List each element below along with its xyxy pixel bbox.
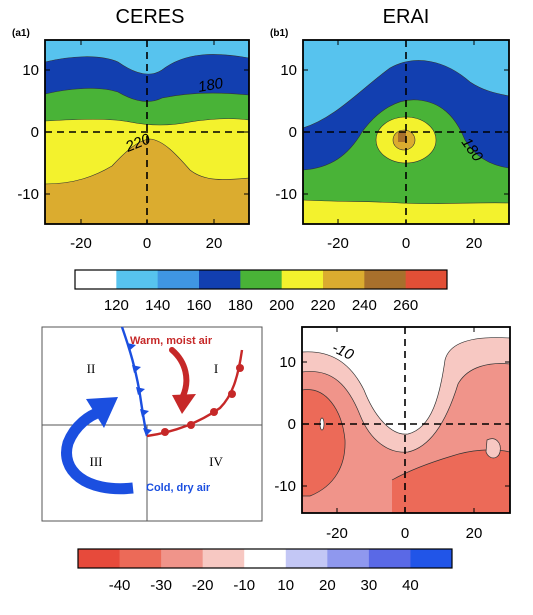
- c-xtick-0: 0: [401, 525, 409, 542]
- colorbar-top-swatch-0: [75, 270, 117, 289]
- panel-c: -10 -20 0 20 10 0 -10: [274, 326, 511, 542]
- colorbar-bottom-swatch-4: [244, 549, 287, 568]
- panel-c-contours: [302, 327, 510, 513]
- quadrant-label-i: I: [214, 361, 218, 376]
- diff-band-neg30: [302, 389, 346, 496]
- colorbar-top-label-1: 140: [145, 297, 170, 314]
- a1-xtick-neg20: -20: [70, 235, 92, 252]
- colorbar-bottom-swatch-2: [161, 549, 204, 568]
- colorbar-top-swatch-3: [199, 270, 241, 289]
- panel-a1-title: CERES: [116, 6, 185, 28]
- diff-band-neg30-east: [392, 449, 510, 513]
- c-ytick-10: 10: [279, 354, 296, 371]
- colorbar-top-label-2: 160: [186, 297, 211, 314]
- panel-c-frame: [301, 326, 511, 514]
- quadrant-label-iii: III: [90, 454, 103, 469]
- schematic-diagram: II I III IV Warm, moist air Cold, dry ai…: [41, 326, 263, 522]
- b1-xtick-0: 0: [402, 235, 410, 252]
- a1-xtick-20: 20: [206, 235, 223, 252]
- panel-b1-title: ERAI: [383, 6, 430, 28]
- a1-ytick-10: 10: [22, 62, 39, 79]
- quadrant-label-iv: IV: [209, 454, 223, 469]
- colorbar-bottom-swatch-8: [410, 549, 453, 568]
- c-xtick-neg20: -20: [326, 525, 348, 542]
- colorbar-bottom: -40 -30 -20 -10 10 20 30 40: [77, 548, 453, 594]
- panel-b1-contours: [303, 40, 509, 224]
- colorbar-top-swatch-7: [364, 270, 407, 289]
- panel-a1-label: (a1): [12, 28, 30, 39]
- a1-ytick-neg10: -10: [17, 186, 39, 203]
- cold-front-triangles: [127, 343, 152, 436]
- a1-ytick-0: 0: [31, 124, 39, 141]
- colorbar-bottom-label-1: -30: [150, 577, 172, 594]
- colorbar-bottom-swatch-1: [119, 549, 162, 568]
- colorbar-top-labels: 120 140 160 180 200 220 240 260: [104, 297, 418, 314]
- panel-b1: (b1) ERAI 180 -20 0 20 10 0 -10: [270, 6, 510, 252]
- warm-front-bumps: [161, 364, 244, 436]
- colorbar-bottom-label-0: -40: [109, 577, 131, 594]
- b1-ytick-0: 0: [289, 124, 297, 141]
- colorbar-bottom-labels: -40 -30 -20 -10 10 20 30 40: [109, 577, 419, 594]
- colorbar-bottom-label-5: 20: [319, 577, 336, 594]
- c-ytick-neg10: -10: [274, 478, 296, 495]
- a1-xtick-0: 0: [143, 235, 151, 252]
- panel-a1: (a1) CERES 180 220 -20 0 20 10 0 -: [12, 6, 250, 252]
- quadrant-label-ii: II: [87, 361, 96, 376]
- colorbar-bottom-label-7: 40: [402, 577, 419, 594]
- cold-air-arrow: [61, 406, 134, 495]
- panel-a1-contours: [45, 40, 249, 224]
- panel-b1-label: (b1): [270, 28, 288, 39]
- colorbar-top-swatch-4: [240, 270, 283, 289]
- colorbar-top-swatch-5: [281, 270, 324, 289]
- ceres-contour-label-180: 180: [197, 75, 225, 96]
- panel-b1-ticks: [303, 40, 509, 224]
- colorbar-top: 120 140 160 180 200 220 240 260: [74, 269, 448, 314]
- colorbar-top-label-5: 220: [310, 297, 335, 314]
- c-xtick-20: 20: [466, 525, 483, 542]
- panel-c-ticks: [302, 327, 510, 513]
- colorbar-top-swatch-8: [405, 270, 448, 289]
- panel-a1-ticks: [45, 40, 249, 224]
- b1-ytick-neg10: -10: [275, 186, 297, 203]
- colorbar-bottom-swatch-3: [202, 549, 245, 568]
- b1-xtick-neg20: -20: [327, 235, 349, 252]
- colorbar-bottom-label-4: 10: [277, 577, 294, 594]
- colorbar-bottom-swatch-6: [327, 549, 370, 568]
- colorbar-top-label-4: 200: [269, 297, 294, 314]
- colorbar-bottom-swatch-7: [368, 549, 411, 568]
- b1-ytick-10: 10: [280, 62, 297, 79]
- colorbar-top-label-0: 120: [104, 297, 129, 314]
- colorbar-top-swatches: [75, 270, 448, 289]
- warm-air-label: Warm, moist air: [130, 335, 213, 347]
- warm-front-line: [146, 349, 244, 438]
- colorbar-top-label-6: 240: [352, 297, 377, 314]
- warm-air-arrow: [169, 347, 190, 399]
- colorbar-top-swatch-6: [323, 270, 365, 289]
- colorbar-bottom-swatch-0: [78, 549, 121, 568]
- cold-air-label: Cold, dry air: [146, 482, 211, 494]
- ceres-band-220: [45, 139, 249, 224]
- colorbar-top-label-3: 180: [228, 297, 253, 314]
- colorbar-bottom-swatches: [78, 549, 453, 568]
- colorbar-top-swatch-1: [116, 270, 159, 289]
- colorbar-bottom-label-6: 30: [361, 577, 378, 594]
- colorbar-bottom-swatch-5: [285, 549, 328, 568]
- colorbar-top-label-7: 260: [393, 297, 418, 314]
- colorbar-top-swatch-2: [157, 270, 200, 289]
- c-ytick-0: 0: [288, 416, 296, 433]
- colorbar-bottom-label-3: -10: [233, 577, 255, 594]
- b1-xtick-20: 20: [466, 235, 483, 252]
- colorbar-bottom-label-2: -20: [192, 577, 214, 594]
